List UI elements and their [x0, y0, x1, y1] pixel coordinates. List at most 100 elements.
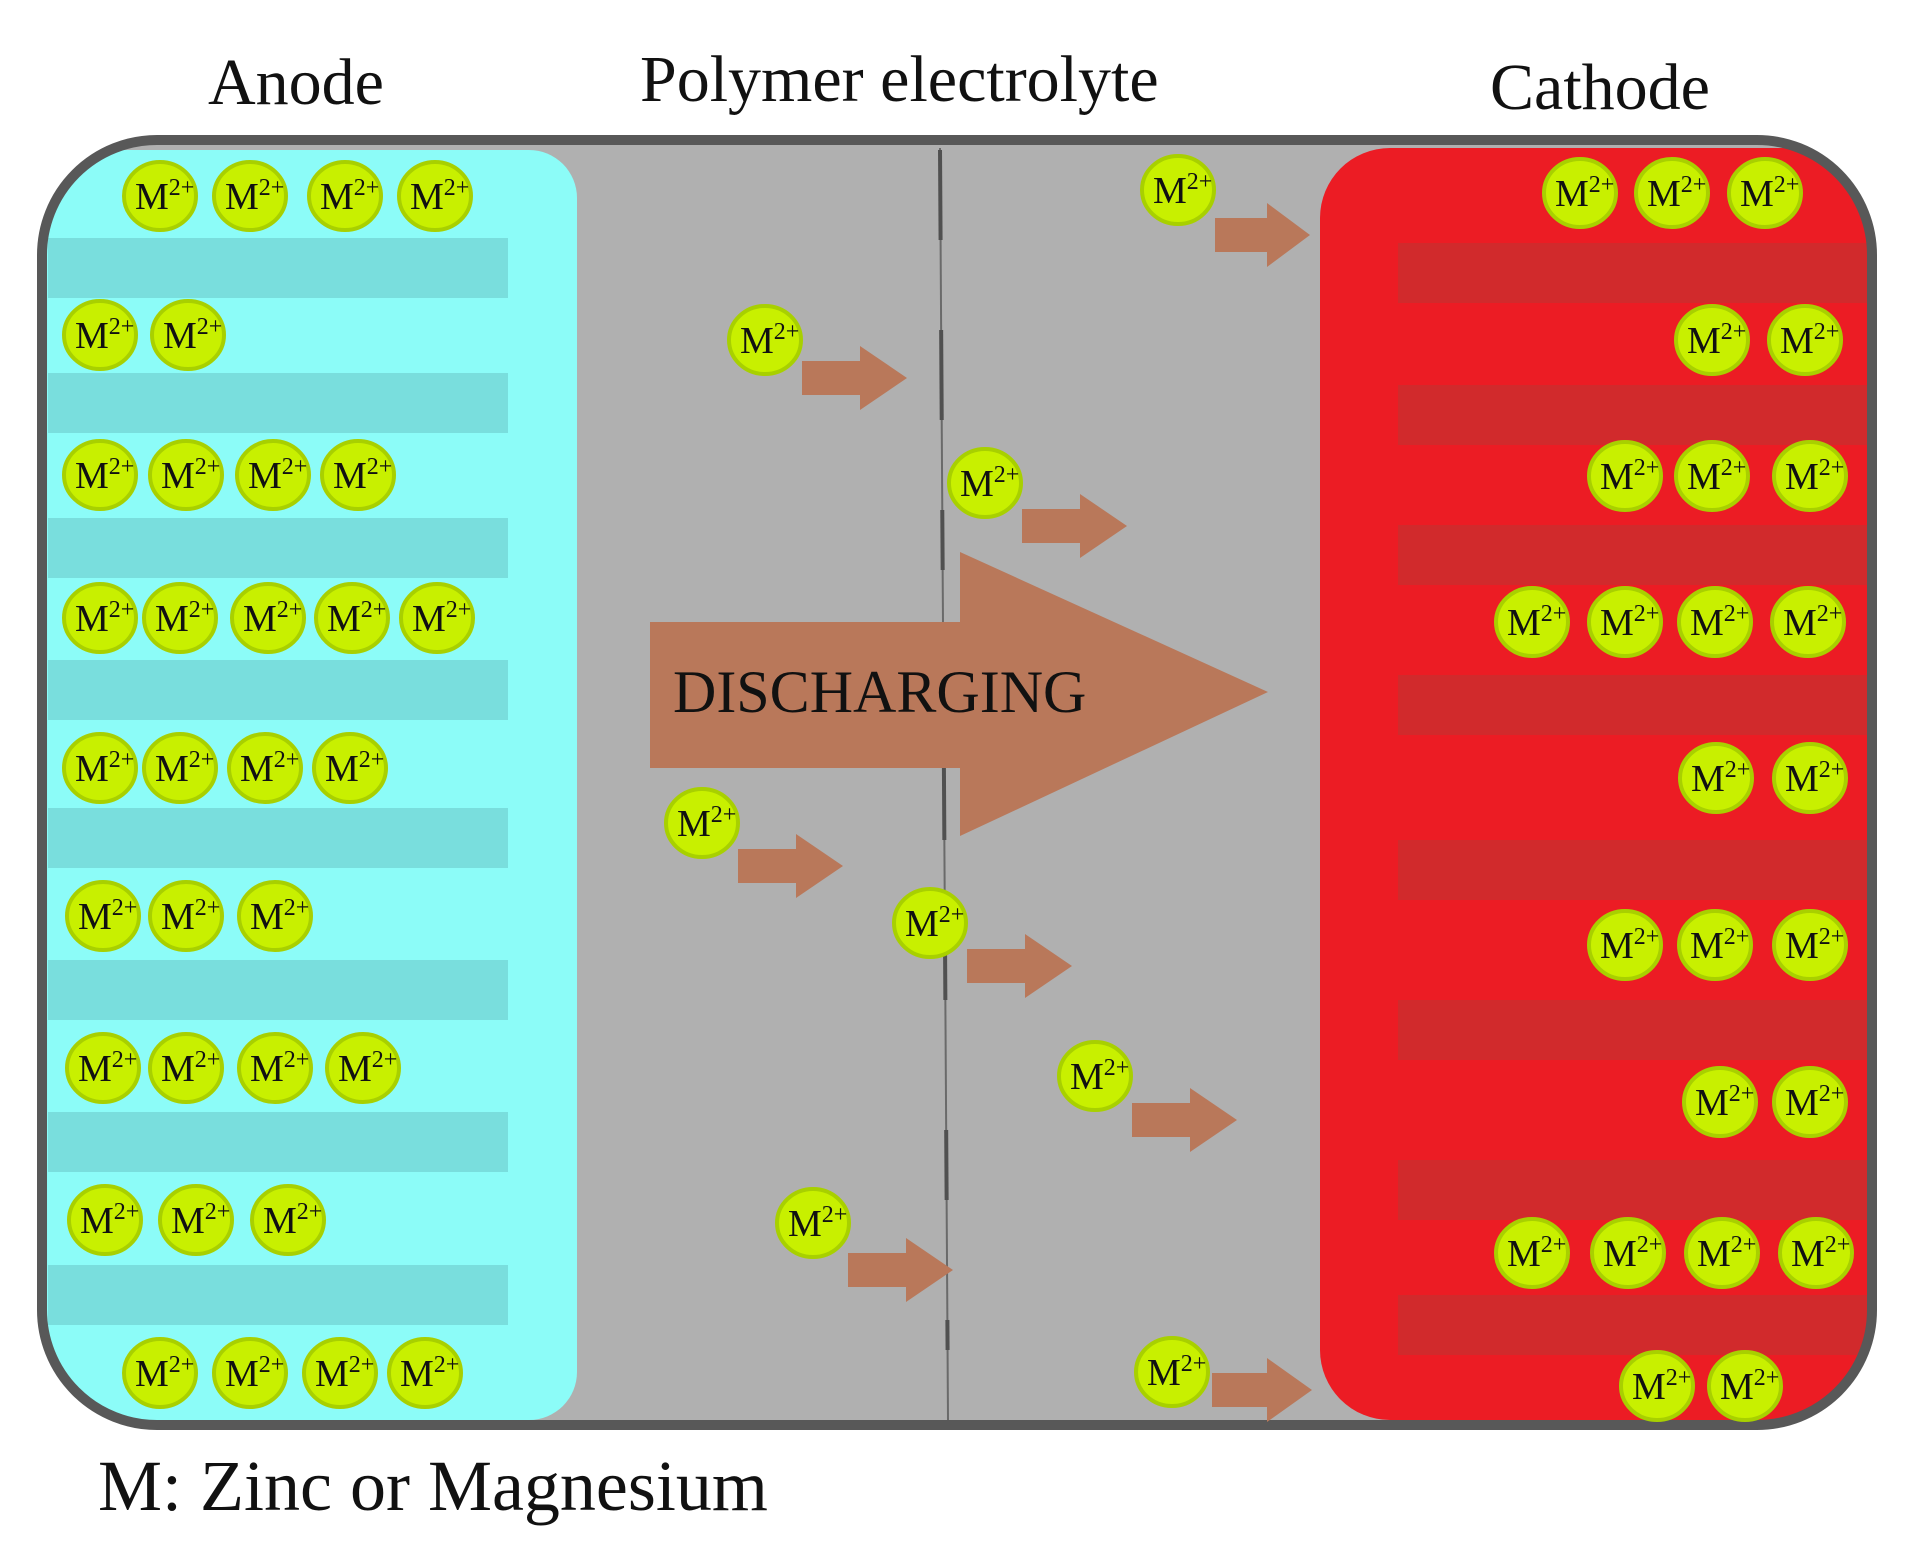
cathode-ion: M2+ [1772, 909, 1848, 981]
anode-layer-stripe [48, 960, 508, 1020]
anode-ion: M2+ [65, 1032, 141, 1104]
ion-circle [227, 732, 303, 804]
ion-label: M2+ [75, 454, 134, 497]
ion-circle [775, 1187, 851, 1259]
ion-label: M2+ [960, 462, 1019, 505]
ion-circle [892, 887, 968, 959]
migrating-ion: M2+ [947, 447, 1023, 519]
ion-circle [158, 1184, 234, 1256]
cathode-ion: M2+ [1767, 304, 1843, 376]
ion-label: M2+ [325, 747, 384, 790]
anode-ion: M2+ [325, 1032, 401, 1104]
ion-circle [302, 1337, 378, 1409]
anode-ion: M2+ [148, 439, 224, 511]
anode-ion: M2+ [62, 732, 138, 804]
ion-circle [307, 160, 383, 232]
ion-label: M2+ [1153, 169, 1212, 212]
ion-label: M2+ [1632, 1365, 1691, 1408]
migrating-ion: M2+ [892, 887, 968, 959]
cathode-layer-stripe [1398, 1160, 1872, 1220]
discharging-arrow-shape [650, 552, 1268, 836]
ion-circle [237, 880, 313, 952]
ion-circle [65, 880, 141, 952]
ion-label: M2+ [333, 454, 392, 497]
ion-label: M2+ [225, 175, 284, 218]
ion-circle [397, 160, 473, 232]
ion-circle [1674, 440, 1750, 512]
cathode-ion: M2+ [1707, 1350, 1783, 1422]
ion-label: M2+ [320, 175, 379, 218]
ion-circle [65, 1032, 141, 1104]
ion-label: M2+ [1687, 455, 1746, 498]
ion-circle [1772, 440, 1848, 512]
ion-motion-arrow [1132, 1088, 1237, 1152]
ion-circle [1634, 157, 1710, 229]
ion-label: M2+ [788, 1202, 847, 1245]
electrolyte-heading: Polymer electrolyte [640, 43, 1159, 116]
anode-ion: M2+ [122, 1337, 198, 1409]
cathode-layer-stripe [1398, 525, 1872, 585]
ion-circle [235, 439, 311, 511]
ion-circle [1590, 1217, 1666, 1289]
ion-circle [62, 582, 138, 654]
ion-label: M2+ [1507, 1232, 1566, 1275]
ion-circle [142, 732, 218, 804]
anode-ion: M2+ [250, 1184, 326, 1256]
anode-ion: M2+ [212, 1337, 288, 1409]
anode-ion: M2+ [320, 439, 396, 511]
ion-circle [312, 732, 388, 804]
ion-circle [148, 880, 224, 952]
cathode-ion: M2+ [1494, 1217, 1570, 1289]
ion-label: M2+ [1647, 172, 1706, 215]
ion-label: M2+ [225, 1352, 284, 1395]
ion-circle [67, 1184, 143, 1256]
ion-motion-arrow [848, 1238, 953, 1302]
ion-circle [1767, 304, 1843, 376]
ion-circle [62, 299, 138, 371]
cathode-ion: M2+ [1772, 1066, 1848, 1138]
ion-label: M2+ [250, 1047, 309, 1090]
cathode-ion: M2+ [1684, 1217, 1760, 1289]
anode-ion: M2+ [302, 1337, 378, 1409]
ion-label: M2+ [78, 895, 137, 938]
anode-ion: M2+ [158, 1184, 234, 1256]
ion-label: M2+ [1783, 601, 1842, 644]
ion-circle [142, 582, 218, 654]
ion-label: M2+ [412, 597, 471, 640]
ion-label: M2+ [171, 1199, 230, 1242]
ion-circle [1772, 909, 1848, 981]
cathode-ion: M2+ [1587, 440, 1663, 512]
ion-circle [230, 582, 306, 654]
cathode-heading: Cathode [1490, 51, 1710, 124]
anode-ion: M2+ [230, 582, 306, 654]
ion-label: M2+ [1600, 455, 1659, 498]
ion-label: M2+ [1690, 601, 1749, 644]
ion-motion-arrow [967, 934, 1072, 998]
ion-label: M2+ [1147, 1351, 1206, 1394]
ion-label: M2+ [75, 597, 134, 640]
anode-ion: M2+ [397, 160, 473, 232]
ion-circle [1677, 586, 1753, 658]
ion-label: M2+ [400, 1352, 459, 1395]
cathode-ion: M2+ [1772, 742, 1848, 814]
ion-label: M2+ [1780, 319, 1839, 362]
ion-label: M2+ [163, 314, 222, 357]
anode-ion: M2+ [62, 299, 138, 371]
ion-label: M2+ [338, 1047, 397, 1090]
migrating-ion: M2+ [1134, 1336, 1210, 1408]
separator-dash [941, 759, 947, 841]
ion-label: M2+ [677, 802, 736, 845]
cathode-ion: M2+ [1678, 742, 1754, 814]
ion-label: M2+ [905, 902, 964, 945]
cathode-ion: M2+ [1542, 157, 1618, 229]
cathode-ion: M2+ [1682, 1066, 1758, 1138]
cathode-ion: M2+ [1727, 157, 1803, 229]
cell-frame [37, 135, 1877, 1430]
separator-dash [938, 149, 943, 241]
ion-circle [947, 447, 1023, 519]
anode-ion: M2+ [314, 582, 390, 654]
ion-circle [1587, 586, 1663, 658]
ion-circle [314, 582, 390, 654]
ion-label: M2+ [1691, 757, 1750, 800]
ion-label: M2+ [1720, 1365, 1779, 1408]
